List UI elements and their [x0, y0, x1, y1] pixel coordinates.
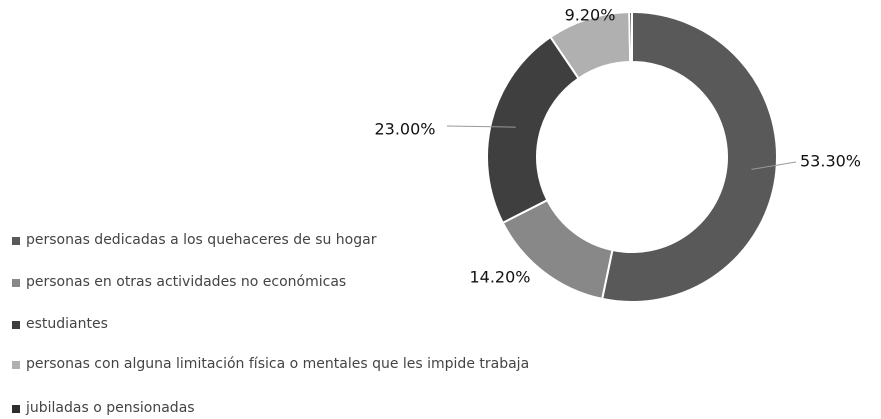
legend-swatch — [12, 405, 20, 413]
data-label: 9.20% — [565, 6, 616, 25]
legend-label: jubiladas o pensionadas — [26, 400, 195, 416]
leader-line — [751, 161, 797, 170]
legend-item: personas dedicadas a los quehaceres de s… — [12, 232, 592, 249]
donut-slice — [600, 10, 779, 303]
legend-label: personas con alguna limitación física o … — [26, 356, 530, 372]
legend-label: estudiantes — [26, 316, 108, 332]
data-label: 23.00% — [374, 120, 435, 139]
donut-slice — [628, 10, 633, 64]
leader-line — [446, 125, 516, 128]
legend-label: personas en otras actividades no económi… — [26, 274, 347, 290]
donut-slice — [486, 35, 580, 225]
legend-swatch — [12, 321, 20, 329]
legend-swatch — [12, 361, 20, 369]
legend-item: personas con alguna limitación física o … — [12, 356, 577, 373]
legend-item: personas en otras actividades no económi… — [12, 274, 592, 291]
data-label: 53.30% — [800, 152, 861, 171]
legend-swatch — [12, 279, 20, 287]
legend-label: personas dedicadas a los quehaceres de s… — [26, 232, 377, 248]
legend-item: jubiladas o pensionadas — [12, 400, 592, 417]
legend-swatch — [12, 237, 20, 245]
legend-item: estudiantes — [12, 316, 592, 333]
data-label: 14.20% — [469, 268, 530, 287]
